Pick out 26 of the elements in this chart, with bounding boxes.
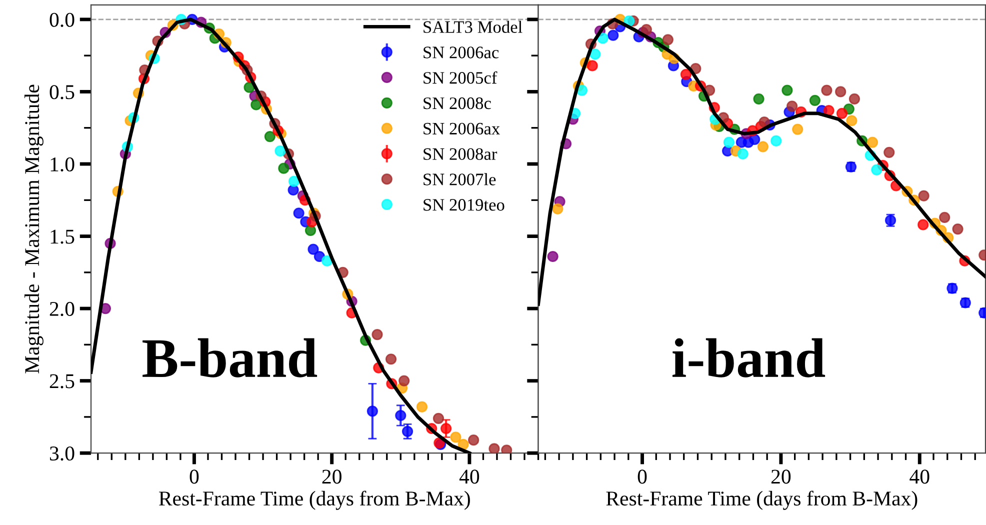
y-tick-label: 1.0	[50, 157, 74, 172]
x-axis-title: Rest-Frame Time (days from B-Max)	[158, 490, 470, 510]
legend-label: SN 2007le	[424, 173, 496, 186]
x-tick-label: 0	[190, 470, 199, 484]
legend-label: SALT3 Model	[424, 20, 522, 33]
legend-label: SN 2008c	[424, 97, 491, 110]
legend-label: SN 2006ac	[424, 46, 499, 58]
legend-label: SN 2005cf	[424, 71, 498, 84]
y-tick-label: 0.0	[50, 12, 74, 27]
y-axis-title: Magnitude - Maximum Magnitude	[24, 84, 44, 374]
x-axis-title: Rest-Frame Time (days from B-Max)	[606, 490, 918, 510]
y-tick-label: 1.5	[50, 230, 74, 244]
y-tick-label: 2.5	[50, 374, 74, 388]
x-tick-label: 0	[638, 470, 647, 484]
x-tick-label: 20	[322, 470, 342, 484]
y-tick-label: 3.0	[50, 446, 74, 461]
annotation: B-band	[142, 338, 318, 378]
legend-label: SN 2019teo	[424, 199, 504, 211]
legend-label: SN 2006ax	[424, 122, 500, 135]
x-tick-label: 40	[459, 470, 480, 484]
x-tick-label: 20	[771, 470, 791, 484]
x-tick-label: 40	[910, 470, 930, 484]
legend-label: SN 2008ar	[424, 148, 498, 160]
annotation: i-band	[672, 338, 826, 378]
y-tick-label: 2.0	[50, 302, 74, 316]
y-tick-label: 0.5	[50, 85, 74, 100]
